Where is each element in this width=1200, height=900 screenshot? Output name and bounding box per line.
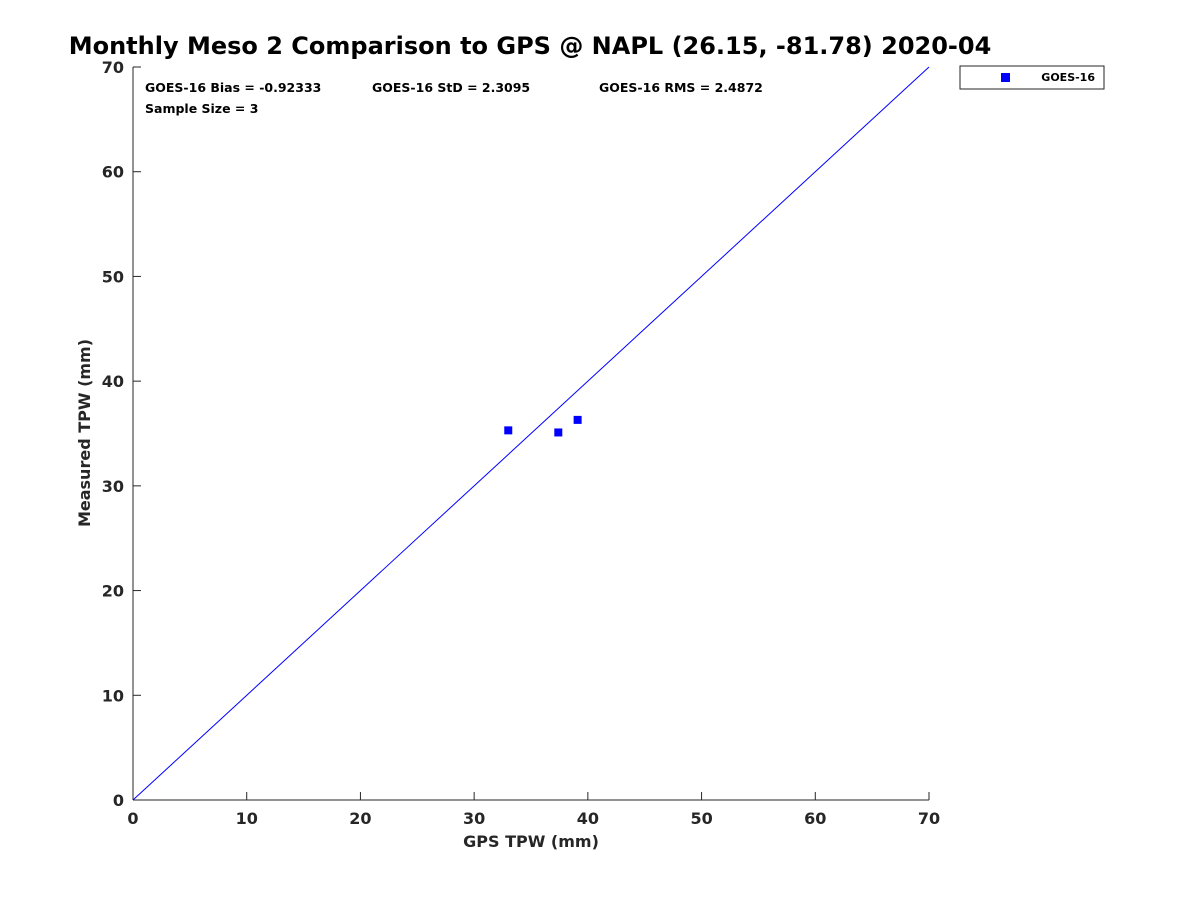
std-annotation: GOES-16 StD = 2.3095 bbox=[372, 80, 530, 95]
y-axis-label: Measured TPW (mm) bbox=[75, 339, 94, 527]
x-tick-label: 40 bbox=[577, 809, 599, 828]
legend-label: GOES-16 bbox=[1041, 71, 1095, 84]
y-tick-label: 30 bbox=[102, 477, 124, 496]
y-tick-label: 0 bbox=[113, 791, 124, 810]
identity-reference-line bbox=[132, 66, 930, 801]
sample-size-annotation: Sample Size = 3 bbox=[145, 101, 258, 116]
y-tick-label: 50 bbox=[102, 267, 124, 286]
data-point bbox=[573, 415, 582, 424]
chart-title: Monthly Meso 2 Comparison to GPS @ NAPL … bbox=[69, 32, 992, 60]
x-tick-label: 0 bbox=[127, 809, 138, 828]
y-tick-label: 60 bbox=[102, 163, 124, 182]
bias-annotation: GOES-16 Bias = -0.92333 bbox=[145, 80, 321, 95]
legend-box bbox=[959, 65, 1105, 90]
x-tick-label: 50 bbox=[690, 809, 712, 828]
x-axis-label: GPS TPW (mm) bbox=[463, 832, 599, 851]
plot-area: 0 10 20 30 40 50 60 70 0 10 20 30 40 50 60 70 bbox=[102, 58, 940, 828]
y-tick-label: 20 bbox=[102, 582, 124, 601]
legend-marker-square-icon bbox=[1001, 73, 1010, 82]
y-tick-label: 40 bbox=[102, 372, 124, 391]
x-tick-label: 70 bbox=[918, 809, 940, 828]
x-tick-label: 20 bbox=[349, 809, 371, 828]
legend: GOES-16 bbox=[959, 65, 1105, 90]
x-tick-label: 60 bbox=[804, 809, 826, 828]
y-tick-label: 70 bbox=[102, 58, 124, 77]
rms-annotation: GOES-16 RMS = 2.4872 bbox=[599, 80, 763, 95]
data-point bbox=[504, 426, 513, 435]
x-axis-ticks: 0 10 20 30 40 50 60 70 bbox=[127, 792, 940, 828]
data-points bbox=[504, 415, 582, 437]
y-tick-label: 10 bbox=[102, 686, 124, 705]
y-axis-ticks: 0 10 20 30 40 50 60 70 bbox=[102, 58, 141, 810]
data-point bbox=[554, 428, 563, 437]
x-tick-label: 30 bbox=[463, 809, 485, 828]
x-tick-label: 10 bbox=[236, 809, 258, 828]
